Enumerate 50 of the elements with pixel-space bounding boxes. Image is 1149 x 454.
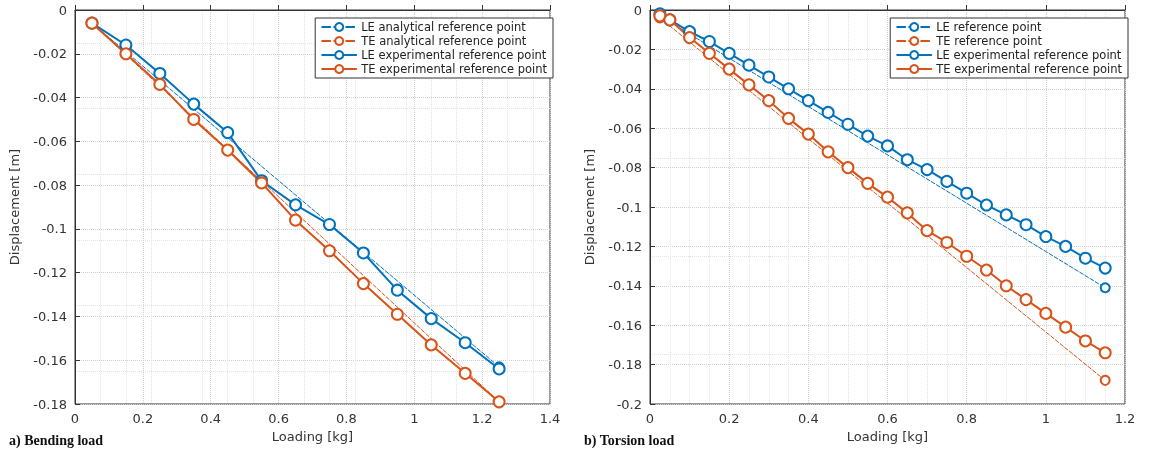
legend-label: TE experimental reference point	[934, 62, 1122, 76]
x-tick-label: 0.8	[336, 411, 357, 426]
legend-label: LE experimental reference point	[935, 48, 1122, 62]
legend-label: LE analytical reference point	[361, 20, 527, 34]
y-tick-label: -0.2	[616, 396, 642, 412]
y-tick-label: -0.16	[607, 317, 642, 333]
y-tick-label: -0.16	[33, 352, 67, 368]
x-tick-label: 0.6	[268, 411, 289, 426]
y-tick-label: -0.12	[33, 265, 67, 281]
y-tick-label: -0.1	[616, 199, 642, 215]
legend-label: TE experimental reference point	[360, 62, 548, 76]
text: a) Bending load	[9, 432, 104, 449]
legend-label: LE experimental reference point	[361, 48, 547, 62]
x-tick-label: 1.2	[471, 411, 493, 426]
x-tick-label: 0.4	[797, 411, 819, 426]
y-tick-label: -0.08	[607, 160, 642, 176]
x-tick-label: 0.4	[200, 411, 222, 426]
y-tick-label: 0	[58, 2, 67, 18]
x-tick-label: 0.8	[955, 411, 977, 426]
y-tick-label: -0.02	[607, 41, 642, 57]
x-tick-label: 0.2	[132, 411, 154, 426]
x-tick-label: 0.6	[876, 411, 898, 426]
y-tick-label: -0.04	[33, 90, 67, 106]
x-axis-title: Loading [kg]	[271, 428, 354, 444]
y-tick-label: -0.1	[41, 221, 67, 237]
y-tick-label: 0	[633, 2, 642, 18]
x-tick-label: 1.2	[1114, 411, 1135, 426]
x-tick-label: 1	[410, 411, 419, 426]
legend-label: LE reference point	[935, 20, 1042, 34]
y-tick-label: -0.14	[607, 278, 642, 294]
legend-label: TE analytical reference point	[360, 34, 527, 48]
y-tick-label: -0.18	[33, 396, 67, 412]
x-tick-label: 0	[70, 411, 80, 426]
y-tick-label: -0.06	[33, 133, 67, 149]
y-tick-label: -0.08	[33, 177, 67, 193]
y-axis-title: Displacement [m]	[7, 148, 22, 266]
y-tick-label: -0.12	[607, 238, 642, 254]
x-tick-label: 0.2	[718, 411, 740, 426]
x-axis-title: Loading [kg]	[846, 428, 928, 444]
x-tick-label: 0	[645, 411, 654, 426]
y-tick-label: -0.04	[607, 81, 642, 97]
legend-label: TE reference point	[934, 34, 1043, 48]
y-tick-label: -0.18	[607, 357, 642, 373]
y-tick-label: -0.06	[607, 120, 642, 136]
y-tick-label: -0.14	[33, 308, 67, 324]
x-tick-label: 1	[1041, 411, 1050, 426]
text: b) Torsion load	[583, 432, 674, 449]
y-tick-label: -0.02	[33, 46, 67, 62]
y-axis-title: Displacement [m]	[581, 148, 597, 266]
x-tick-label: 1.4	[539, 411, 561, 426]
